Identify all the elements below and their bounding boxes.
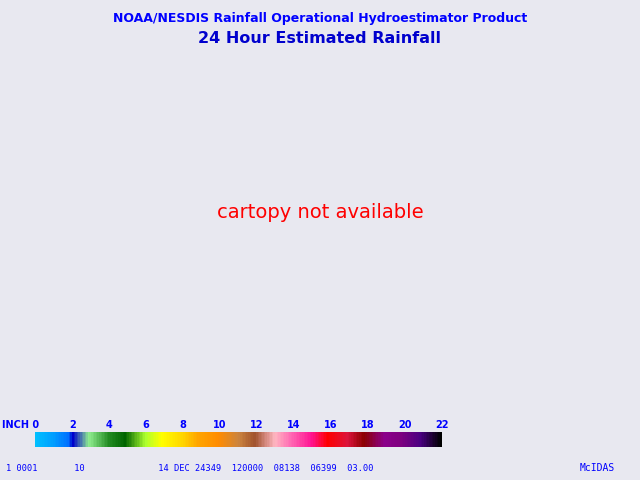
Text: 4: 4: [106, 420, 113, 430]
Text: McIDAS: McIDAS: [579, 463, 614, 473]
Text: 1 0001       10              14 DEC 24349  120000  08138  06399  03.00: 1 0001 10 14 DEC 24349 120000 08138 0639…: [6, 464, 374, 473]
Text: 24 Hour Estimated Rainfall: 24 Hour Estimated Rainfall: [198, 31, 442, 46]
Text: cartopy not available: cartopy not available: [217, 203, 423, 222]
Text: 16: 16: [324, 420, 337, 430]
Text: NOAA/NESDIS Rainfall Operational Hydroestimator Product: NOAA/NESDIS Rainfall Operational Hydroes…: [113, 12, 527, 25]
Text: 12: 12: [250, 420, 264, 430]
Text: 6: 6: [143, 420, 149, 430]
Text: 20: 20: [398, 420, 412, 430]
Text: 14: 14: [287, 420, 301, 430]
Text: 2: 2: [68, 420, 76, 430]
Text: 22: 22: [435, 420, 449, 430]
Text: 10: 10: [213, 420, 227, 430]
Text: INCH 0: INCH 0: [2, 420, 39, 430]
Text: 8: 8: [180, 420, 186, 430]
Text: 18: 18: [361, 420, 374, 430]
